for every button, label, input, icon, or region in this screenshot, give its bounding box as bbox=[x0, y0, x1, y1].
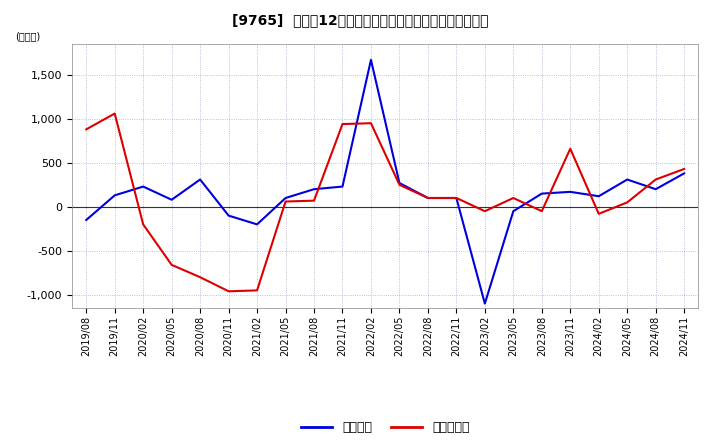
当期純利益 bbox=[282, 199, 290, 204]
当期純利益 bbox=[566, 146, 575, 151]
当期純利益 bbox=[139, 222, 148, 227]
経常利益 bbox=[395, 180, 404, 186]
Line: 当期純利益: 当期純利益 bbox=[86, 114, 684, 291]
当期純利益 bbox=[253, 288, 261, 293]
当期純利益 bbox=[509, 195, 518, 201]
経常利益 bbox=[480, 301, 489, 306]
当期純利益 bbox=[338, 121, 347, 127]
当期純利益 bbox=[366, 121, 375, 126]
経常利益 bbox=[253, 222, 261, 227]
経常利益 bbox=[225, 213, 233, 218]
Text: [9765]  利益の12か月移動合計の対前年同期増減額の推移: [9765] 利益の12か月移動合計の対前年同期増減額の推移 bbox=[232, 13, 488, 27]
経常利益 bbox=[196, 177, 204, 182]
Line: 経常利益: 経常利益 bbox=[86, 60, 684, 304]
経常利益 bbox=[110, 193, 119, 198]
当期純利益 bbox=[680, 166, 688, 172]
Legend: 経常利益, 当期純利益: 経常利益, 当期純利益 bbox=[296, 416, 474, 439]
経常利益 bbox=[366, 57, 375, 62]
当期純利益 bbox=[595, 211, 603, 216]
当期純利益 bbox=[167, 262, 176, 268]
経常利益 bbox=[167, 197, 176, 202]
経常利益 bbox=[680, 171, 688, 176]
当期純利益 bbox=[225, 289, 233, 294]
Text: (百万円): (百万円) bbox=[16, 31, 41, 41]
経常利益 bbox=[623, 177, 631, 182]
当期純利益 bbox=[652, 177, 660, 182]
経常利益 bbox=[452, 195, 461, 201]
当期純利益 bbox=[423, 195, 432, 201]
当期純利益 bbox=[310, 198, 318, 203]
経常利益 bbox=[537, 191, 546, 196]
当期純利益 bbox=[480, 209, 489, 214]
経常利益 bbox=[652, 187, 660, 192]
当期純利益 bbox=[395, 182, 404, 187]
当期純利益 bbox=[196, 275, 204, 280]
経常利益 bbox=[338, 184, 347, 189]
経常利益 bbox=[310, 187, 318, 192]
経常利益 bbox=[566, 189, 575, 194]
経常利益 bbox=[82, 217, 91, 223]
経常利益 bbox=[139, 184, 148, 189]
経常利益 bbox=[423, 195, 432, 201]
当期純利益 bbox=[110, 111, 119, 116]
当期純利益 bbox=[452, 195, 461, 201]
当期純利益 bbox=[82, 127, 91, 132]
経常利益 bbox=[595, 194, 603, 199]
当期純利益 bbox=[537, 209, 546, 214]
経常利益 bbox=[509, 209, 518, 214]
経常利益 bbox=[282, 195, 290, 201]
当期純利益 bbox=[623, 200, 631, 205]
